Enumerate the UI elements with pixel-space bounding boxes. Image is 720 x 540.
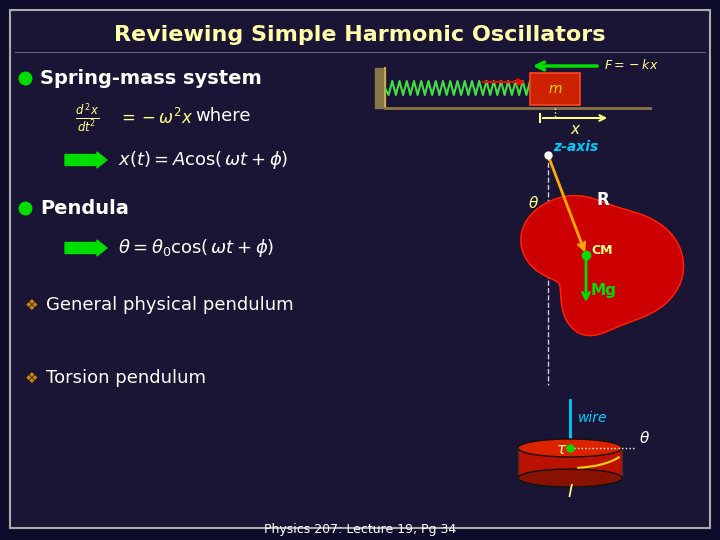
Text: Physics 207: Lecture 19, Pg 34: Physics 207: Lecture 19, Pg 34 [264,523,456,537]
Text: ❖: ❖ [25,298,39,313]
Text: Pendula: Pendula [40,199,129,218]
Text: $= -\omega^2 x$: $= -\omega^2 x$ [118,108,194,128]
Ellipse shape [518,439,622,457]
FancyBboxPatch shape [530,73,580,105]
Text: CM: CM [591,244,613,256]
Text: $\theta$: $\theta$ [528,195,539,211]
Text: Reviewing Simple Harmonic Oscillators: Reviewing Simple Harmonic Oscillators [114,25,606,45]
FancyBboxPatch shape [10,10,710,528]
Text: $\tau$: $\tau$ [557,442,567,457]
Text: $x(t) = A\cos(\,\omega t + \phi)$: $x(t) = A\cos(\,\omega t + \phi)$ [118,149,289,171]
Text: where: where [195,107,251,125]
Text: I: I [567,483,572,501]
Text: ❖: ❖ [25,370,39,386]
Text: R: R [597,191,609,209]
Polygon shape [521,195,683,335]
Text: wire: wire [578,411,608,425]
Text: x: x [570,123,580,138]
Text: $\theta$: $\theta$ [639,430,651,446]
FancyArrow shape [65,152,107,168]
Text: $\theta = \theta_0\cos(\,\omega t + \phi)$: $\theta = \theta_0\cos(\,\omega t + \phi… [118,237,274,259]
Text: General physical pendulum: General physical pendulum [46,296,294,314]
Text: Torsion pendulum: Torsion pendulum [46,369,206,387]
FancyArrow shape [65,240,107,256]
Text: z-axis: z-axis [553,140,598,154]
Text: $F = -kx$: $F = -kx$ [604,58,659,72]
Text: Spring-mass system: Spring-mass system [40,69,262,87]
Text: Mg: Mg [591,282,617,298]
Text: $\frac{d^{\,2}x}{dt^{2}}$: $\frac{d^{\,2}x}{dt^{2}}$ [75,102,99,134]
Ellipse shape [518,469,622,487]
Text: m: m [548,82,562,96]
FancyBboxPatch shape [518,448,622,478]
